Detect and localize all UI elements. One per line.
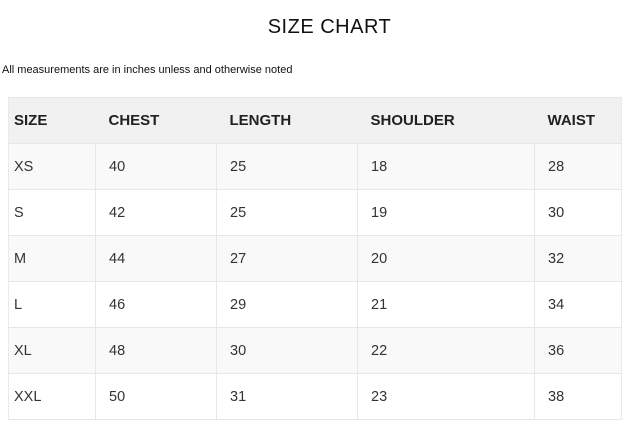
shoulder-cell: 21 [357, 281, 535, 328]
waist-cell: 30 [534, 189, 622, 236]
waist-cell: 28 [534, 143, 622, 190]
column-header-shoulder: SHOULDER [357, 97, 535, 144]
size-cell: S [8, 189, 96, 236]
table-row-xxl: XXL 50 31 23 38 [8, 373, 622, 420]
table-row-xs: XS 40 25 18 28 [8, 143, 622, 190]
shoulder-cell: 23 [357, 373, 535, 420]
chest-cell: 44 [95, 235, 217, 282]
waist-cell: 38 [534, 373, 622, 420]
length-cell: 25 [216, 143, 358, 190]
page-title: SIZE CHART [267, 16, 392, 38]
size-cell: XL [8, 327, 96, 374]
measurement-note: All measurements are in inches unless an… [2, 64, 293, 76]
waist-cell: 32 [534, 235, 622, 282]
length-cell: 27 [216, 235, 358, 282]
waist-cell: 34 [534, 281, 622, 328]
table-row-m: M 44 27 20 32 [8, 235, 622, 282]
size-chart-table: SIZE CHEST LENGTH SHOULDER WAIST XS 40 2… [8, 97, 622, 420]
column-header-waist: WAIST [534, 97, 622, 144]
column-header-chest: CHEST [95, 97, 217, 144]
shoulder-cell: 22 [357, 327, 535, 374]
length-cell: 31 [216, 373, 358, 420]
size-cell: XXL [8, 373, 96, 420]
chest-cell: 46 [95, 281, 217, 328]
chest-cell: 40 [95, 143, 217, 190]
waist-cell: 36 [534, 327, 622, 374]
length-cell: 25 [216, 189, 358, 236]
shoulder-cell: 20 [357, 235, 535, 282]
chest-cell: 48 [95, 327, 217, 374]
size-cell: XS [8, 143, 96, 190]
length-cell: 29 [216, 281, 358, 328]
shoulder-cell: 18 [357, 143, 535, 190]
length-cell: 30 [216, 327, 358, 374]
column-header-size: SIZE [8, 97, 96, 144]
size-cell: M [8, 235, 96, 282]
table-row-xl: XL 48 30 22 36 [8, 327, 622, 374]
shoulder-cell: 19 [357, 189, 535, 236]
table-row-l: L 46 29 21 34 [8, 281, 622, 328]
header-row: SIZE CHEST LENGTH SHOULDER WAIST [8, 97, 622, 144]
column-header-length: LENGTH [216, 97, 358, 144]
table-row-s: S 42 25 19 30 [8, 189, 622, 236]
chest-cell: 42 [95, 189, 217, 236]
chest-cell: 50 [95, 373, 217, 420]
size-cell: L [8, 281, 96, 328]
